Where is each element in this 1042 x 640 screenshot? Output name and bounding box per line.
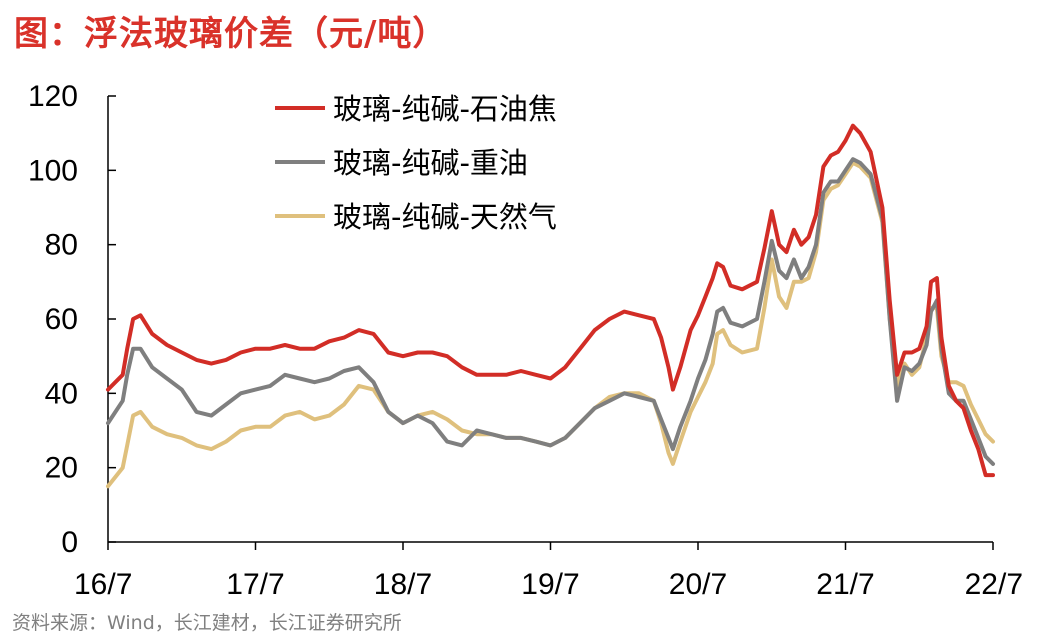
chart-title: 图：浮法玻璃价差（元/吨） bbox=[14, 14, 448, 54]
y-tick-label: 40 bbox=[45, 377, 78, 410]
axes: 0 20 40 60 80 100 120 16/7 17/7 18/7 19/7 20/7 21/7 2… bbox=[28, 80, 1023, 601]
y-tick-label: 120 bbox=[28, 80, 78, 113]
x-tick-label: 16/7 bbox=[74, 568, 132, 601]
x-tick-label: 22/7 bbox=[965, 568, 1023, 601]
source-note: 资料来源：Wind，长江建材，长江证券研究所 bbox=[12, 612, 402, 634]
legend-label-2: 玻璃-纯碱-重油 bbox=[333, 146, 528, 180]
y-tick-label: 20 bbox=[45, 452, 78, 485]
legend-label-1: 玻璃-纯碱-石油焦 bbox=[333, 92, 557, 126]
x-tick-label: 19/7 bbox=[521, 568, 579, 601]
y-tick-label: 60 bbox=[45, 303, 78, 336]
series-line-2 bbox=[106, 157, 995, 466]
x-tick-label: 17/7 bbox=[226, 568, 284, 601]
x-tick-label: 21/7 bbox=[816, 568, 874, 601]
y-tick-label: 0 bbox=[61, 526, 78, 559]
series-line-1 bbox=[106, 123, 995, 478]
x-tick-label: 20/7 bbox=[669, 568, 727, 601]
y-tick-label: 100 bbox=[28, 154, 78, 187]
series-lines bbox=[106, 123, 995, 489]
y-tick-label: 80 bbox=[45, 229, 78, 262]
legend-label-3: 玻璃-纯碱-天然气 bbox=[333, 200, 557, 234]
x-tick-label: 18/7 bbox=[374, 568, 432, 601]
